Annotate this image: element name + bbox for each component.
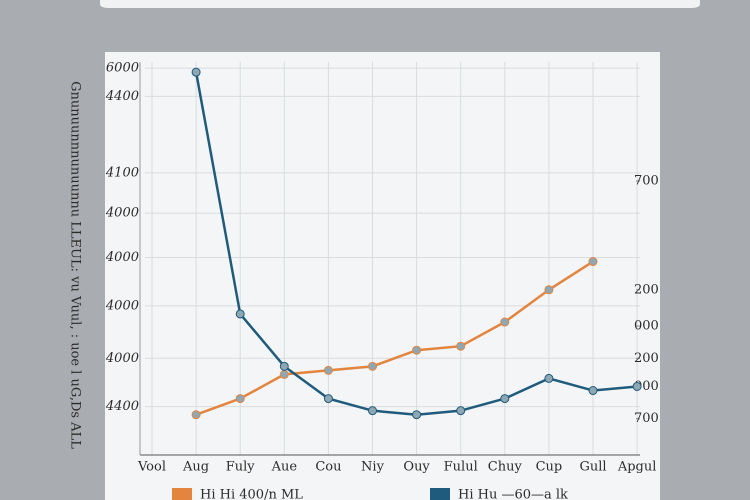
point	[323, 394, 333, 404]
point	[279, 361, 289, 371]
x-tick-label: Vool	[137, 460, 166, 475]
point	[544, 285, 554, 295]
y2-tick-label: 000	[634, 319, 659, 334]
x-tick-label: Aug	[182, 460, 209, 475]
x-tick-label: Chuy	[488, 460, 523, 475]
point	[632, 381, 642, 391]
point	[588, 386, 598, 396]
y-tick-label: 4000	[105, 206, 139, 221]
point	[456, 341, 466, 351]
y2-tick-label: 700	[634, 173, 659, 188]
point	[235, 309, 245, 319]
x-tick-label: Aue	[271, 460, 298, 475]
legend-swatch	[430, 488, 450, 500]
y2-tick-label: 700	[634, 411, 659, 426]
x-tick-label: Fuly	[226, 460, 256, 475]
point	[412, 345, 422, 355]
point	[500, 394, 510, 404]
series-line	[195, 260, 594, 416]
point	[588, 257, 598, 267]
point	[323, 365, 333, 375]
point	[191, 410, 201, 420]
legend-swatch	[172, 488, 192, 500]
y2-tick-label: 200	[634, 282, 659, 297]
point	[191, 67, 201, 77]
y-axis-label: Gnunuunnnunuunnu LLEUL: vu Vuul, : uoe l…	[68, 81, 83, 449]
y-tick-label: 4000	[105, 298, 139, 313]
y2-tick-label: 000	[634, 379, 659, 394]
panel	[105, 52, 660, 500]
y2-tick-label: 200	[634, 351, 659, 366]
x-tick-label: Fulul	[444, 460, 478, 475]
y-tick-label: 4000	[105, 351, 139, 366]
y-tick-label: 4400	[105, 89, 139, 104]
x-tick-label: Gull	[579, 460, 606, 475]
y-tick-label: 4400	[105, 399, 139, 414]
x-tick-label: Cou	[315, 460, 341, 475]
point	[368, 361, 377, 371]
point	[500, 317, 510, 327]
point	[368, 406, 377, 416]
x-tick-label: Apgul	[617, 460, 657, 475]
point	[412, 410, 422, 420]
x-tick-label: Niy	[361, 460, 385, 475]
y-tick-label: 4000	[105, 250, 139, 265]
point	[456, 406, 466, 416]
point	[279, 369, 289, 379]
point	[235, 394, 245, 404]
legend-label: Hi Hu —60—a lk	[458, 488, 568, 500]
x-tick-label: Ouy	[403, 460, 430, 475]
top-bar	[100, 0, 700, 8]
point	[544, 373, 554, 383]
legend-label: Hi Hi 400/n ML	[200, 488, 303, 500]
y-tick-label: 6000	[106, 61, 139, 76]
x-tick-label: Cup	[536, 460, 563, 475]
y-tick-label: 4100	[105, 165, 139, 180]
